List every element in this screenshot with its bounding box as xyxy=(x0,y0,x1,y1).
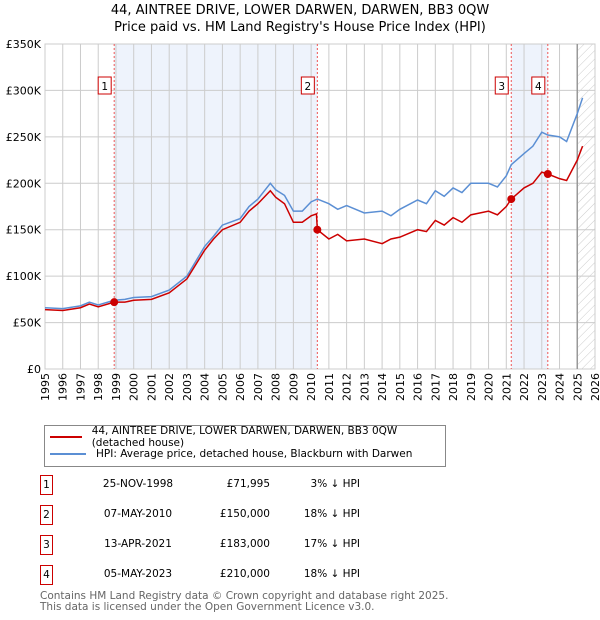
legend-label: 44, AINTREE DRIVE, LOWER DARWEN, DARWEN,… xyxy=(91,424,398,449)
sale-hpi-diff: 18% ↓ HPI xyxy=(303,508,360,520)
sale-marker-box xyxy=(97,76,112,95)
y-tick-label: £0 xyxy=(27,363,41,376)
sale-point xyxy=(507,195,516,204)
x-tick-label: 2006 xyxy=(234,373,247,401)
x-tick-label: 2015 xyxy=(394,373,407,401)
x-tick-label: 2013 xyxy=(358,373,371,401)
x-tick-label: 2001 xyxy=(145,373,158,401)
chart-title: 44, AINTREE DRIVE, LOWER DARWEN, DARWEN,… xyxy=(110,3,490,18)
sale-row: 4 05-MAY-2023 £210,000 18% ↓ HPI xyxy=(40,565,380,585)
sale-date: 25-NOV-1998 xyxy=(102,478,174,490)
footer-line: This data is licensed under the Open Gov… xyxy=(40,601,375,613)
x-tick-label: 2019 xyxy=(465,373,478,401)
sale-point xyxy=(110,298,119,307)
sale-marker-label: 2 xyxy=(304,81,311,93)
legend-swatch xyxy=(50,452,86,455)
x-tick-label: 1998 xyxy=(92,373,105,401)
x-tick-label: 2022 xyxy=(518,373,531,401)
y-tick-label: £250K xyxy=(6,131,42,144)
sale-number: 2 xyxy=(40,505,53,525)
x-tick-label: 2011 xyxy=(323,373,336,401)
x-tick-label: 2020 xyxy=(483,373,496,401)
x-tick-label: 2007 xyxy=(252,373,265,401)
legend-swatch xyxy=(50,435,82,438)
x-tick-label: 2018 xyxy=(447,373,460,401)
sale-point xyxy=(313,225,322,234)
sale-price: £183,000 xyxy=(219,538,270,550)
x-tick-label: 2016 xyxy=(412,373,425,401)
hpi-line xyxy=(44,97,584,310)
x-tick-label: 2003 xyxy=(181,373,194,401)
sale-marker-box xyxy=(300,76,315,95)
sale-number: 4 xyxy=(40,565,53,585)
legend-item-property: 44, AINTREE DRIVE, LOWER DARWEN, DARWEN,… xyxy=(45,425,445,449)
sale-date: 05-MAY-2023 xyxy=(103,568,173,580)
x-tick-label: 2021 xyxy=(500,373,513,401)
plot-border xyxy=(44,43,596,370)
x-tick-label: 2017 xyxy=(429,373,442,401)
y-tick-label: £50K xyxy=(13,317,42,330)
sale-marker-box xyxy=(494,76,509,95)
x-tick-label: 1997 xyxy=(74,373,87,401)
legend: 44, AINTREE DRIVE, LOWER DARWEN, DARWEN,… xyxy=(44,425,446,467)
x-tick-label: 2010 xyxy=(305,373,318,401)
x-tick-label: 1999 xyxy=(110,373,123,401)
sale-number: 3 xyxy=(40,535,53,555)
chart-subtitle: Price paid vs. HM Land Registry's House … xyxy=(114,20,486,35)
sale-row: 3 13-APR-2021 £183,000 17% ↓ HPI xyxy=(40,535,380,555)
legend-item-hpi: HPI: Average price, detached house, Blac… xyxy=(45,445,445,462)
y-tick-label: £100K xyxy=(6,270,42,283)
x-tick-label: 2004 xyxy=(199,373,212,401)
sale-row: 1 25-NOV-1998 £71,995 3% ↓ HPI xyxy=(40,475,380,495)
sale-price: £210,000 xyxy=(219,568,270,580)
y-tick-label: £350K xyxy=(6,38,42,51)
x-tick-label: 2002 xyxy=(163,373,176,401)
footer: Contains HM Land Registry data © Crown c… xyxy=(40,591,448,613)
x-tick-label: 2024 xyxy=(554,373,567,401)
x-tick-label: 2023 xyxy=(536,373,549,401)
y-tick-label: £200K xyxy=(6,177,42,190)
sale-hpi-diff: 17% ↓ HPI xyxy=(303,538,360,550)
x-tick-label: 2005 xyxy=(216,373,229,401)
x-tick-label: 1996 xyxy=(57,373,70,401)
sale-price: £150,000 xyxy=(219,508,270,520)
x-tick-label: 2009 xyxy=(287,373,300,401)
x-tick-label: 2014 xyxy=(376,373,389,401)
y-tick-label: £300K xyxy=(6,84,42,97)
sale-marker-label: 3 xyxy=(498,81,505,93)
sale-date: 07-MAY-2010 xyxy=(103,508,173,520)
sale-hpi-diff: 18% ↓ HPI xyxy=(303,568,360,580)
sale-price: £71,995 xyxy=(226,478,270,490)
sale-row: 2 07-MAY-2010 £150,000 18% ↓ HPI xyxy=(40,505,380,525)
legend-label: HPI: Average price, detached house, Blac… xyxy=(96,447,413,460)
sale-date: 13-APR-2021 xyxy=(104,538,172,550)
x-tick-label: 2000 xyxy=(128,373,141,401)
shaded-period xyxy=(114,44,318,369)
x-tick-label: 2012 xyxy=(341,373,354,401)
plot-area: 1995 1996 1997 1998 1999 2000 2001 2002 2003 2004… xyxy=(6,38,600,401)
sale-number: 1 xyxy=(40,475,53,495)
y-tick-label: £150K xyxy=(6,224,42,237)
x-tick-label: 2025 xyxy=(571,373,584,401)
footer-line: Contains HM Land Registry data © Crown c… xyxy=(40,590,449,602)
sale-hpi-diff: 3% ↓ HPI xyxy=(310,478,360,490)
sale-marker-label: 4 xyxy=(535,81,542,93)
x-tick-label: 2026 xyxy=(589,373,600,401)
sale-point xyxy=(543,170,552,178)
x-tick-label: 1995 xyxy=(39,373,52,401)
sale-marker-label: 1 xyxy=(101,81,108,93)
sale-marker-box xyxy=(531,76,546,95)
x-tick-label: 2008 xyxy=(270,373,283,401)
forecast-hatch xyxy=(577,44,595,369)
